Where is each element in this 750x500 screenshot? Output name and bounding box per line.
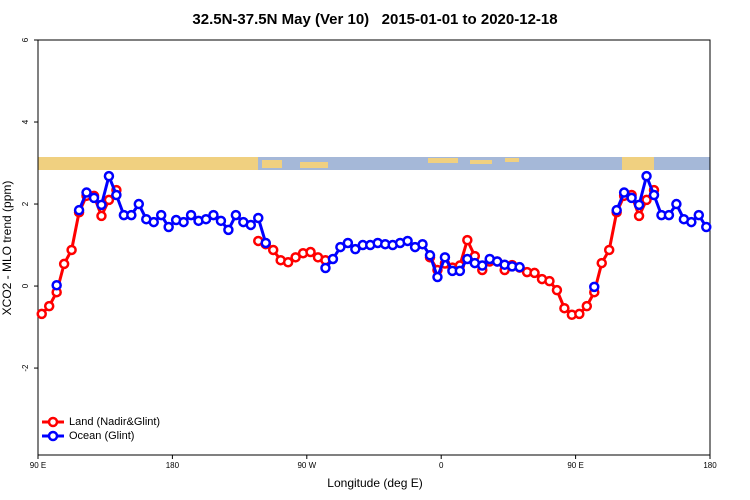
x-tick-label: 90 W [297,461,316,470]
series-point [178,216,189,228]
series-point [432,271,443,283]
series-point [514,261,525,273]
series-point [596,257,607,269]
series-point [544,275,555,287]
y-tick-label: 0 [21,283,30,288]
y-tick-label: 6 [21,37,30,42]
series-point [267,244,279,256]
series-point [618,187,630,198]
series-point [342,237,354,249]
series-point [148,216,159,228]
series-point [58,258,70,270]
series-point [671,198,682,210]
series-point [641,194,652,206]
x-tick-label: 180 [703,461,717,470]
series-point [88,192,100,204]
map-land [300,162,328,168]
series-point [693,209,705,221]
series-point [686,216,697,228]
series-point [163,221,174,233]
series-point [66,244,77,256]
series-point [245,219,257,231]
series-point [417,238,428,250]
series-point [327,253,339,265]
series-point [43,300,55,312]
series-point [603,244,615,256]
series-point [103,194,115,206]
series-point [529,267,540,279]
series-point [350,243,361,255]
series-point [701,221,712,233]
series-point [223,224,234,236]
series-point [305,246,316,258]
x-tick-label: 0 [439,461,444,470]
x-tick-label: 180 [166,461,180,470]
series-point [208,209,219,221]
series-point [103,170,115,182]
series-point [282,257,294,268]
series-point [462,234,473,246]
chart-title: 32.5N-37.5N May (Ver 10) 2015-01-01 to 2… [192,11,557,28]
legend-label: Ocean (Glint) [69,430,134,442]
x-tick-label: 90 E [567,461,583,470]
series-point [633,210,645,222]
series-point [96,210,107,222]
legend-label: Land (Nadir&Glint) [69,416,160,428]
series-point [51,279,62,291]
legend-marker [47,430,59,442]
series-point [626,192,637,204]
map-land [505,158,519,162]
series-point [641,170,652,182]
series-point [477,260,488,271]
series-point [648,189,660,201]
series-point [559,302,570,314]
series-point [290,252,301,263]
series-point [126,209,137,221]
series-point [111,189,122,201]
series-point [320,262,331,274]
series-point [260,237,271,249]
series-point [96,199,107,211]
x-axis-label: Longitude (deg E) [327,476,422,490]
series-point [589,281,600,293]
series-point [185,209,197,221]
y-tick-label: 2 [21,201,30,206]
map-land [470,160,492,164]
series-point [574,308,585,320]
y-axis-label: XCO2 - MLO trend (ppm) [0,181,14,316]
series-point [335,241,346,253]
series-point [230,209,242,221]
series-point [73,204,85,216]
y-tick-label: -2 [21,364,30,372]
series-point [663,209,675,221]
series-point [155,209,167,221]
series-point [454,265,466,277]
map-strip [38,157,710,170]
series-point [551,284,563,296]
series-point [36,308,47,320]
map-land [622,157,654,170]
series-point [215,215,227,227]
series-point [581,300,593,312]
series-point [462,253,473,265]
legend-marker [47,416,59,428]
series-point [424,250,436,261]
series-point [633,199,645,211]
series-point [200,213,212,225]
series-point [611,204,622,216]
map-land [262,160,282,168]
series-point [402,235,413,247]
series-line [77,171,268,244]
x-tick-label: 90 E [30,461,46,470]
series-point [253,212,264,224]
map-land [38,157,258,170]
series-point [81,187,92,198]
map-land [428,158,458,163]
series-point [439,252,451,263]
plot-frame [37,39,711,456]
series-point [133,198,145,210]
y-tick-label: 4 [21,119,30,124]
